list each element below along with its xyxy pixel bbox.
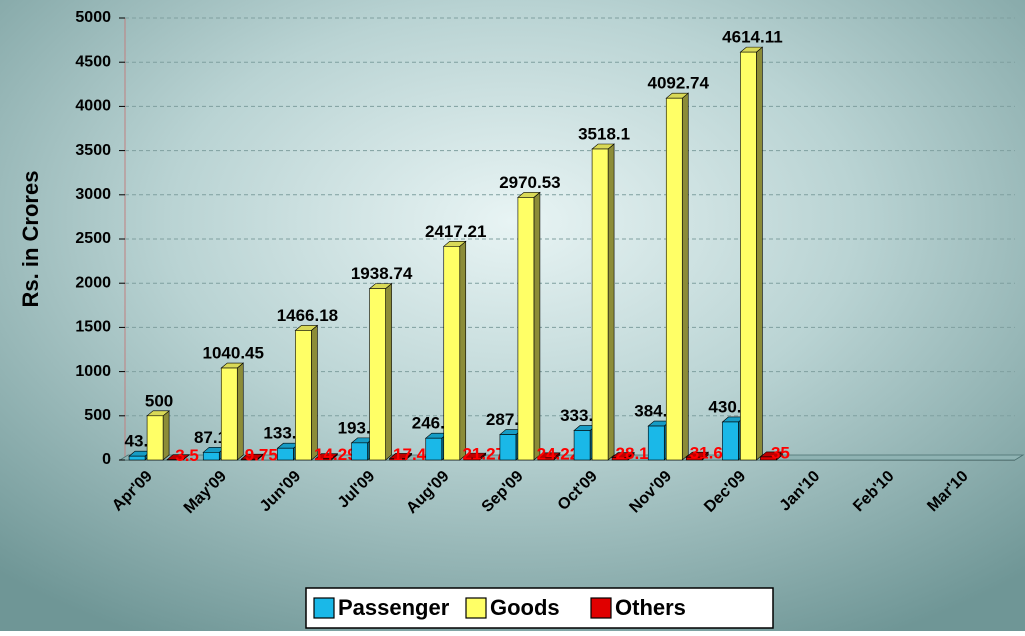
- data-label: 9.75: [245, 446, 278, 465]
- bar-front: [129, 456, 145, 460]
- data-label: 14.29: [314, 445, 357, 464]
- bar: [666, 93, 688, 460]
- data-label: 28.1: [616, 444, 649, 463]
- bar-side: [163, 411, 169, 460]
- y-tick-label: 500: [84, 407, 111, 424]
- y-tick-label: 4000: [75, 98, 111, 115]
- bar-front: [740, 52, 756, 460]
- bar-front: [277, 448, 293, 460]
- bar: [147, 411, 169, 460]
- bar: [592, 144, 614, 460]
- data-label: 31.6: [690, 444, 723, 463]
- bar-side: [682, 93, 688, 460]
- bar-front: [592, 149, 608, 460]
- y-tick-label: 3000: [75, 186, 111, 203]
- data-label: 2970.53: [499, 173, 560, 192]
- data-label: 17.4: [393, 445, 427, 464]
- y-tick-label: 2000: [75, 274, 111, 291]
- bar: [221, 363, 243, 460]
- legend-swatch: [314, 598, 334, 618]
- bar-side: [608, 144, 614, 460]
- data-label: 500: [145, 391, 173, 410]
- y-tick-label: 3500: [75, 142, 111, 159]
- bar-front: [426, 438, 442, 460]
- data-label: 1466.18: [277, 306, 338, 325]
- bar-front: [203, 452, 219, 460]
- bar: [444, 241, 466, 460]
- bar: [740, 47, 762, 460]
- bar: [370, 284, 392, 460]
- y-tick-label: 2500: [75, 230, 111, 247]
- bar-front: [352, 443, 368, 460]
- data-label: 4614.11: [722, 28, 783, 47]
- legend-label: Goods: [490, 595, 560, 620]
- bar-side: [386, 284, 392, 460]
- bar: [518, 192, 540, 460]
- bar-side: [534, 192, 540, 460]
- data-label: 24.22: [537, 444, 580, 463]
- data-label: 1040.45: [203, 344, 264, 363]
- y-tick-label: 0: [102, 451, 111, 468]
- data-label: 1938.74: [351, 264, 413, 283]
- bar-front: [722, 422, 738, 460]
- bar-front: [147, 416, 163, 460]
- data-label: 3518.1: [578, 124, 630, 143]
- bar-side: [460, 241, 466, 460]
- legend-label: Others: [615, 595, 686, 620]
- y-tick-label: 5000: [75, 9, 111, 26]
- legend-swatch: [591, 598, 611, 618]
- bar-front: [574, 430, 590, 460]
- y-tick-label: 4500: [75, 53, 111, 70]
- bar-front: [221, 368, 237, 460]
- y-axis-label: Rs. in Crores: [18, 171, 43, 308]
- bar-side: [237, 363, 243, 460]
- bar-front: [518, 197, 534, 460]
- bar-front: [666, 98, 682, 460]
- bar: [295, 325, 317, 460]
- data-label: 2417.21: [425, 222, 486, 241]
- data-label: 21.27: [462, 445, 505, 464]
- data-label: 3.5: [175, 446, 199, 465]
- legend-label: Passenger: [338, 595, 450, 620]
- data-label: 4092.74: [648, 74, 710, 93]
- data-label: 35: [771, 443, 790, 462]
- bar-front: [444, 246, 460, 460]
- bar-side: [311, 325, 317, 460]
- y-tick-label: 1000: [75, 363, 111, 380]
- bar-side: [756, 47, 762, 460]
- bar-front: [500, 435, 516, 460]
- bar-front: [648, 426, 664, 460]
- bar-front: [370, 289, 386, 460]
- y-tick-label: 1500: [75, 319, 111, 336]
- legend-swatch: [466, 598, 486, 618]
- bar-front: [295, 330, 311, 460]
